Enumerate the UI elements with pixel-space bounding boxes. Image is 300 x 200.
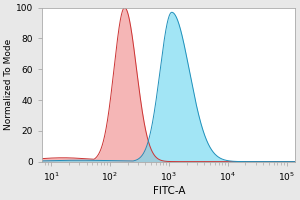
X-axis label: FITC-A: FITC-A <box>153 186 185 196</box>
Y-axis label: Normalized To Mode: Normalized To Mode <box>4 39 13 130</box>
